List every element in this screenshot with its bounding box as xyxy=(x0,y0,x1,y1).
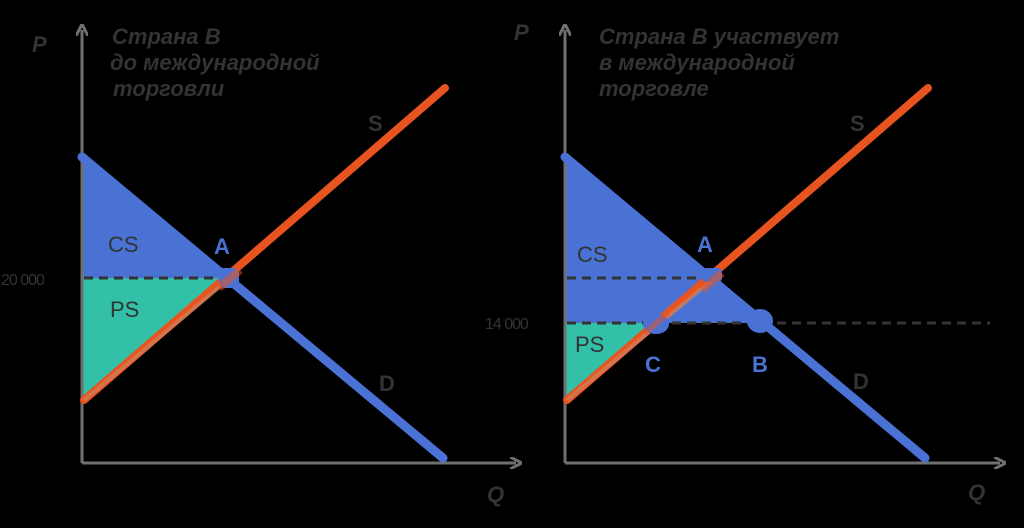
right-panel: P Q Страна B участвует в международной т… xyxy=(485,20,1000,505)
demand-curve xyxy=(77,152,448,463)
point-a-label: A xyxy=(697,232,713,257)
ps-label: PS xyxy=(110,297,139,322)
demand-label: D xyxy=(853,369,869,394)
point-b-marker xyxy=(747,309,773,333)
cs-label: CS xyxy=(577,242,608,267)
supply-over-c xyxy=(643,310,670,336)
point-a-label: A xyxy=(214,234,230,259)
price-label-14000: 14 000 xyxy=(485,316,529,333)
supply-over-a xyxy=(216,266,243,292)
demand-curve xyxy=(560,152,930,463)
chart-title-line-1: Страна B участвует xyxy=(599,24,839,49)
chart-title-line-3: торговле xyxy=(599,76,709,101)
ps-label: PS xyxy=(575,332,604,357)
demand-label: D xyxy=(379,371,395,396)
cs-label: CS xyxy=(108,232,139,257)
price-label-20000: 20 000 xyxy=(1,272,45,289)
supply-curve-overlay xyxy=(82,278,230,402)
chart-title-line-2: до международной xyxy=(110,50,320,75)
supply-curve-overlay xyxy=(565,278,714,402)
chart-title-line-2: в международной xyxy=(599,50,795,75)
supply-label: S xyxy=(850,111,865,136)
y-axis-label: P xyxy=(32,32,47,57)
left-panel: P Q Страна B до международной торговли S… xyxy=(1,24,516,507)
point-c-label: C xyxy=(645,352,661,377)
chart-title-line-1: Страна B xyxy=(112,24,221,49)
point-b-label: B xyxy=(752,352,768,377)
x-axis-label: Q xyxy=(968,480,985,505)
chart-title-line-3: торговли xyxy=(113,76,225,101)
supply-over-a xyxy=(699,269,725,294)
y-axis-label: P xyxy=(514,20,529,45)
supply-label: S xyxy=(368,111,383,136)
x-axis-label: Q xyxy=(487,482,504,507)
